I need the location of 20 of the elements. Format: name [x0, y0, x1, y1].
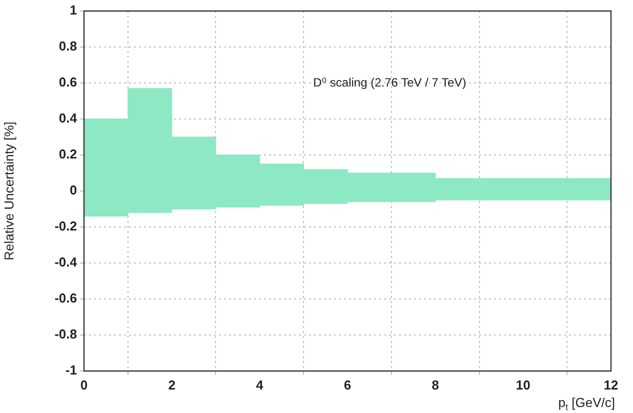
x-tick-label: 10 — [516, 377, 530, 392]
y-tick-label: -0.2 — [54, 218, 77, 234]
y-tick-label: 1 — [70, 2, 77, 18]
y-tick-label: 0.6 — [58, 74, 77, 90]
annotation: D⁰ scaling (2.76 TeV / 7 TeV) — [313, 75, 466, 90]
y-tick-label: -0.8 — [54, 326, 77, 342]
y-tick-label: 0.8 — [58, 38, 77, 54]
x-tick-label: 2 — [168, 377, 176, 392]
y-tick-label: -0.4 — [54, 254, 78, 270]
x-tick-label: 0 — [80, 377, 88, 392]
x-tick-label: 8 — [432, 377, 439, 392]
y-axis-title: Relative Uncertainty [%] — [1, 122, 16, 260]
y-tick-label: -0.6 — [54, 290, 77, 306]
x-tick-label: 4 — [256, 377, 264, 392]
x-tick-label: 12 — [604, 377, 618, 392]
y-tick-label: 0 — [70, 182, 77, 198]
x-tick-label: 6 — [344, 377, 352, 392]
y-tick-label: 0.4 — [58, 110, 78, 126]
y-tick-label: -1 — [65, 362, 77, 378]
y-tick-label: 0.2 — [58, 146, 77, 162]
